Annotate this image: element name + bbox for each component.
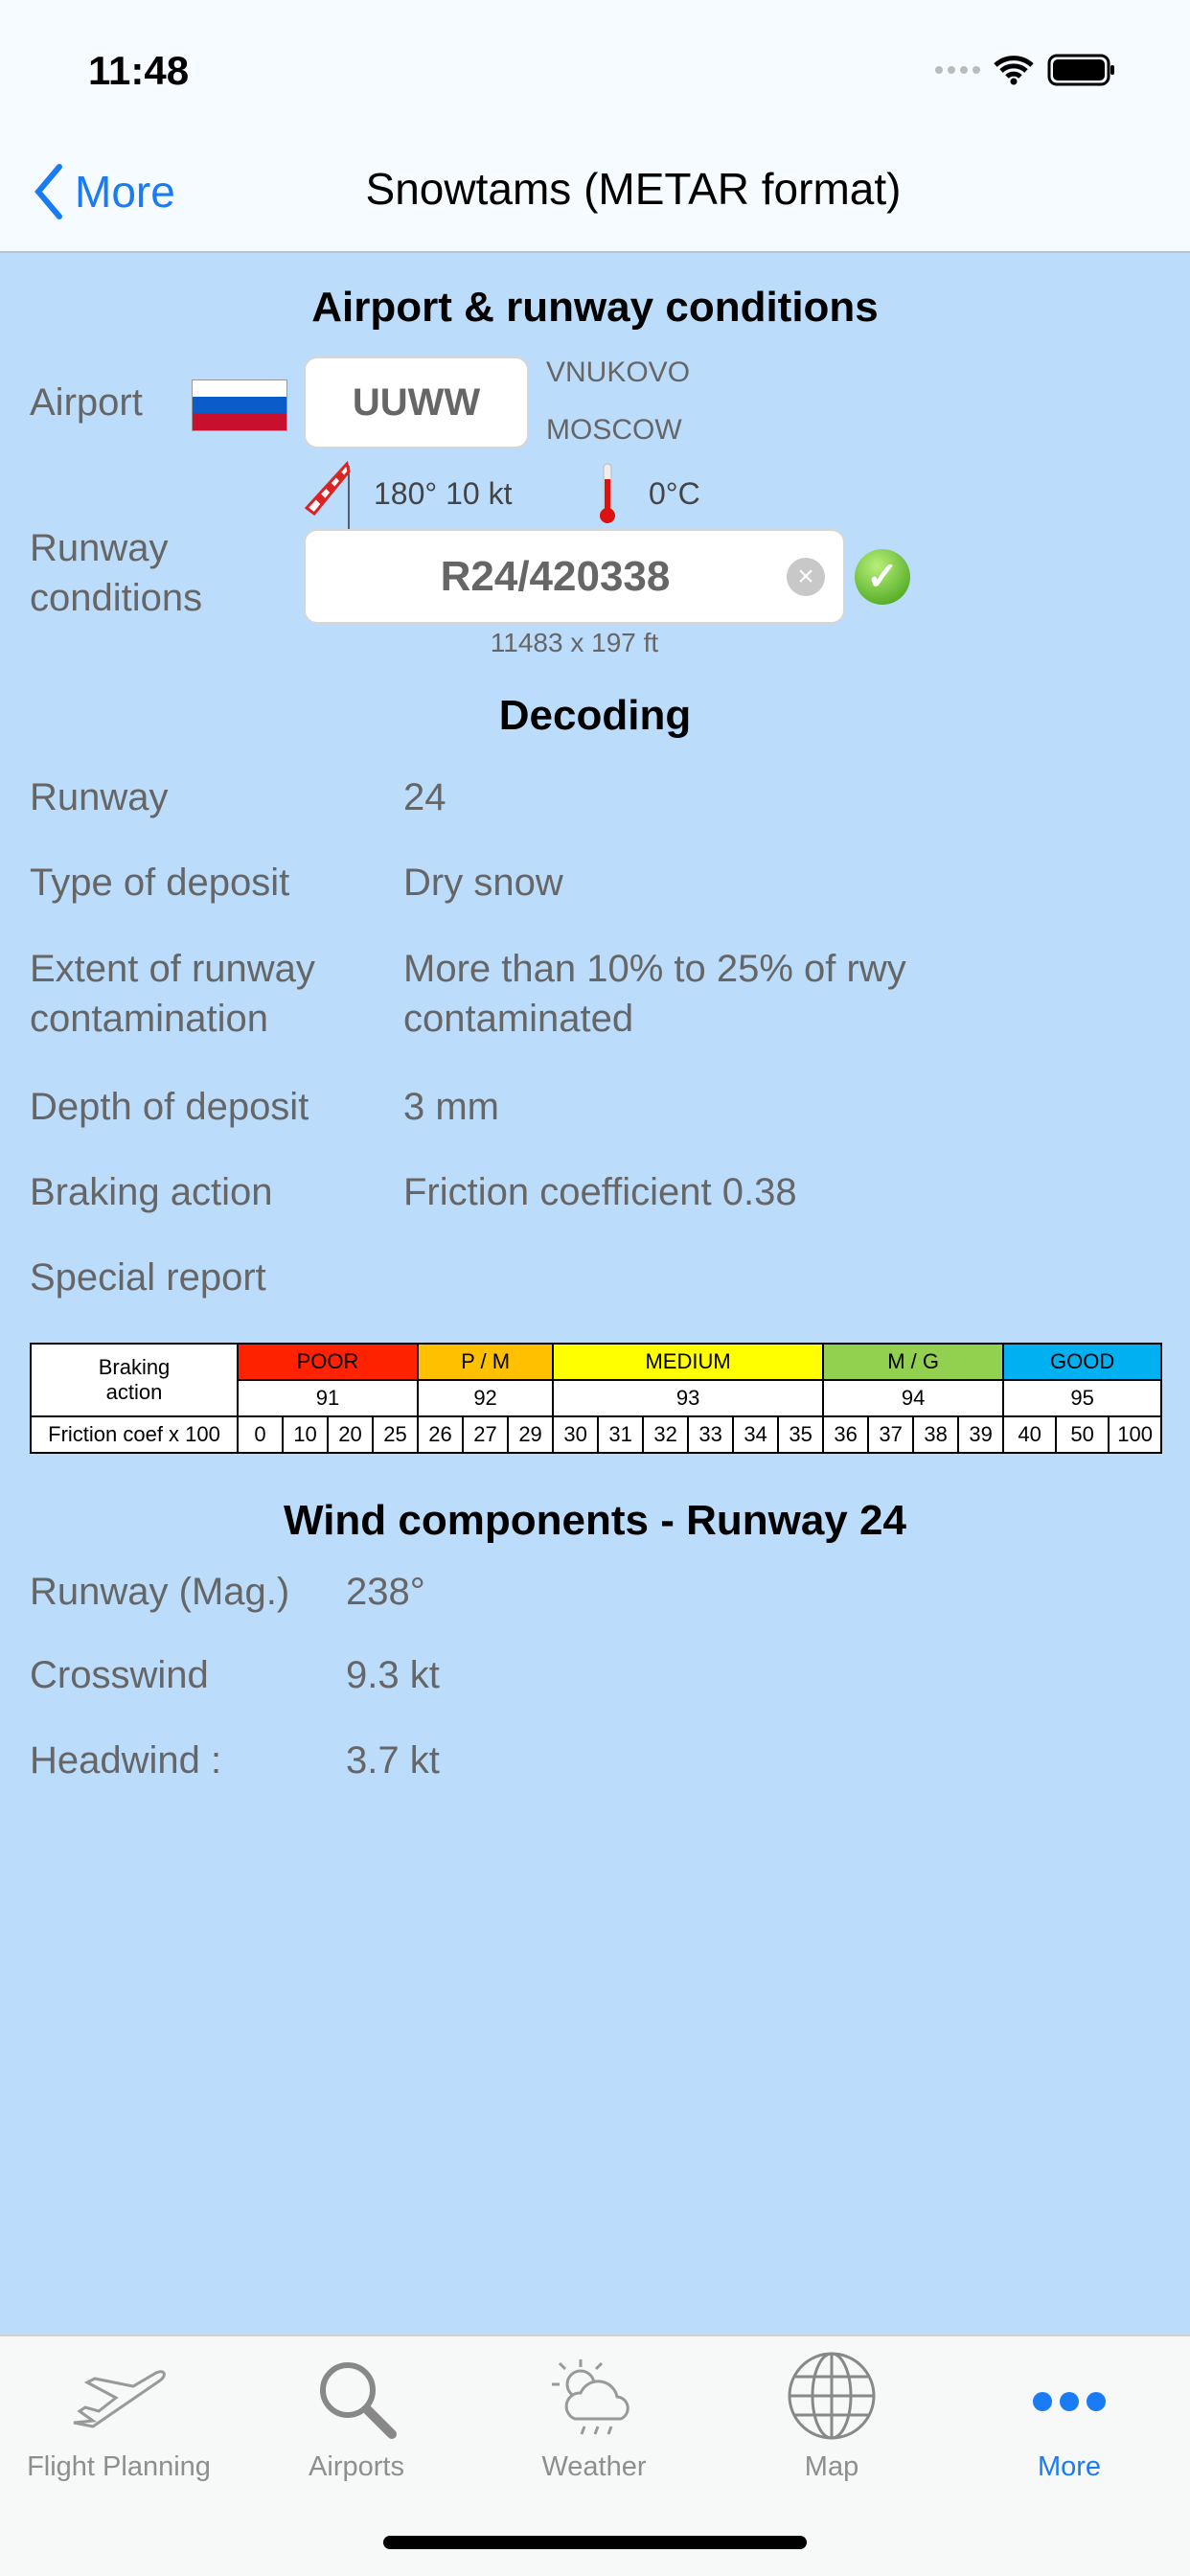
valid-check-icon: ✓ [855, 549, 910, 605]
wind-label-crosswind: Crosswind [30, 1654, 209, 1696]
tab-label: Airports [309, 2451, 404, 2482]
friction-value-cell: 50 [1055, 1415, 1110, 1454]
battery-icon [1047, 54, 1114, 86]
runway-conditions-label-2: conditions [30, 577, 203, 619]
home-indicator [383, 2536, 807, 2549]
friction-value-cell: 29 [507, 1415, 555, 1454]
clear-input-icon[interactable]: × [787, 558, 825, 596]
wind-label-runway: Runway (Mag.) [30, 1571, 290, 1613]
windsock-icon [305, 460, 351, 529]
decoding-value-extent-1: More than 10% to 25% of rwy [403, 948, 906, 990]
friction-value-cell: 37 [867, 1415, 915, 1454]
braking-category-cell: MEDIUM [552, 1343, 825, 1381]
tab-label: More [1037, 2451, 1102, 2482]
decoding-label-extent-1: Extent of runway [30, 948, 315, 990]
decoding-label-extent-2: contamination [30, 998, 269, 1040]
tab-airports[interactable]: Airports [238, 2336, 475, 2499]
decoding-value-deposit: Dry snow [403, 862, 563, 904]
tab-label: Map [804, 2451, 859, 2482]
wind-value-headwind: 3.7 kt [346, 1739, 440, 1782]
braking-code-cell: 94 [822, 1379, 1005, 1417]
braking-category-cell: POOR [236, 1343, 420, 1381]
tab-map[interactable]: Map [713, 2336, 950, 2499]
decoding-value-depth: 3 mm [403, 1086, 499, 1128]
section-heading-decoding: Decoding [498, 692, 692, 739]
braking-code-cell: 95 [1002, 1379, 1163, 1417]
friction-value-cell: 35 [777, 1415, 825, 1454]
status-time: 11:48 [88, 48, 190, 93]
signal-icon [935, 66, 980, 74]
friction-value-cell: 32 [642, 1415, 690, 1454]
back-label: More [75, 167, 175, 217]
more-dots-icon [1033, 2392, 1106, 2411]
chevron-left-icon [34, 164, 62, 219]
tab-label: Flight Planning [27, 2451, 211, 2482]
friction-value-cell: 39 [957, 1415, 1005, 1454]
runway-code-value: R24/420338 [440, 552, 671, 600]
decoding-label-special: Special report [30, 1256, 266, 1299]
sun-cloud-icon [552, 2359, 629, 2435]
friction-value-cell: 40 [1002, 1415, 1058, 1454]
airplane-icon [73, 2370, 166, 2428]
status-icons [935, 54, 1116, 86]
airport-city: MOSCOW [546, 414, 682, 446]
braking-code-cell: 92 [417, 1379, 555, 1417]
decoding-value-braking: Friction coefficient 0.38 [403, 1171, 797, 1213]
friction-value-cell: 33 [687, 1415, 735, 1454]
wifi-icon [994, 56, 1034, 85]
friction-label-cell: Friction coef x 100 [30, 1415, 239, 1454]
tab-weather[interactable]: Weather [475, 2336, 713, 2499]
friction-value-cell: 100 [1108, 1415, 1163, 1454]
braking-category-cell: P / M [417, 1343, 555, 1381]
friction-value-cell: 20 [327, 1415, 374, 1454]
braking-code-cell: 91 [236, 1379, 420, 1417]
runway-conditions-label-1: Runway [30, 527, 169, 569]
friction-value-cell: 26 [417, 1415, 465, 1454]
decoding-value-runway: 24 [403, 776, 446, 818]
tab-more[interactable]: More [950, 2336, 1188, 2499]
airport-name: VNUKOVO [546, 356, 691, 388]
friction-value-cell: 25 [371, 1415, 420, 1454]
tab-label: Weather [541, 2451, 647, 2482]
wind-value-crosswind: 9.3 kt [346, 1654, 440, 1696]
wind-value-runway: 238° [346, 1571, 425, 1613]
decoding-label-depth: Depth of deposit [30, 1086, 309, 1128]
decoding-value-extent-2: contaminated [403, 998, 634, 1040]
tab-flight-planning[interactable]: Flight Planning [0, 2336, 238, 2499]
temperature-reading: 0°C [649, 476, 700, 511]
airport-label: Airport [30, 381, 143, 424]
wind-reading: 180° 10 kt [374, 476, 513, 511]
friction-value-cell: 38 [912, 1415, 960, 1454]
braking-code-cell: 93 [552, 1379, 825, 1417]
russia-flag-icon [192, 380, 287, 431]
runway-dimensions: 11483 x 197 ft [490, 628, 659, 657]
runway-conditions-input[interactable]: R24/420338 [304, 529, 845, 624]
page-title: Snowtams (METAR format) [365, 164, 902, 214]
magnifier-icon [320, 2362, 397, 2439]
friction-value-cell: 31 [597, 1415, 645, 1454]
friction-value-cell: 0 [237, 1415, 284, 1454]
friction-value-cell: 27 [462, 1415, 510, 1454]
decoding-label-deposit: Type of deposit [30, 862, 290, 904]
friction-value-cell: 30 [552, 1415, 600, 1454]
back-button[interactable]: More [34, 163, 175, 220]
globe-icon [788, 2352, 876, 2440]
friction-value-cell: 34 [732, 1415, 780, 1454]
thermometer-icon [600, 463, 615, 523]
braking-category-cell: M / G [822, 1343, 1005, 1381]
wind-label-headwind: Headwind : [30, 1739, 222, 1782]
decoding-label-runway: Runway [30, 776, 169, 818]
section-heading-conditions: Airport & runway conditions [311, 284, 879, 331]
braking-action-table: Braking action POOR P / M MEDIUM M / G GOOD 91 9… [30, 1343, 1163, 1454]
braking-category-cell: GOOD [1002, 1343, 1163, 1381]
friction-value-cell: 36 [822, 1415, 870, 1454]
airport-code-input[interactable]: UUWW [304, 356, 529, 448]
decoding-label-braking: Braking action [30, 1171, 273, 1213]
section-heading-wind: Wind components - Runway 24 [284, 1497, 906, 1544]
braking-header-cell: Braking action [30, 1343, 239, 1417]
top-bar: 11:48 More Snowtams (METAR format) [0, 0, 1190, 253]
friction-value-cell: 10 [282, 1415, 329, 1454]
